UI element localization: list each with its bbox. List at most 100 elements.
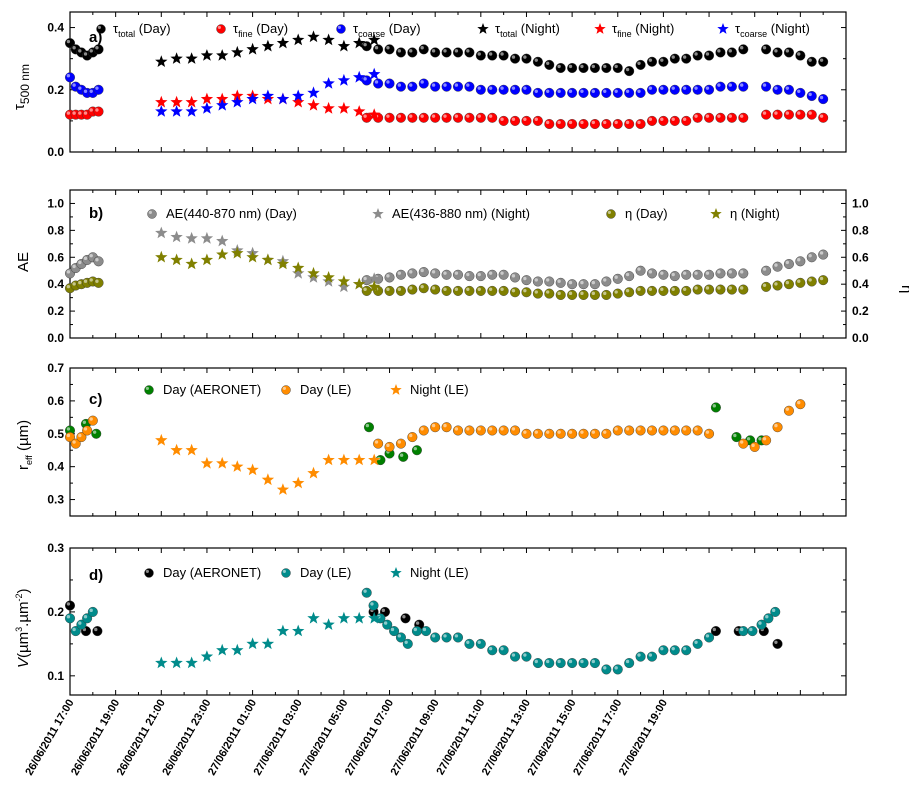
point-b-0 [555, 277, 566, 288]
point-a-1 [453, 112, 464, 123]
y-tick-label: 0.0 [47, 331, 64, 345]
point-c-0 [731, 432, 742, 443]
point-a-1 [761, 109, 772, 120]
point-a-4 [216, 92, 229, 105]
point-d-1 [411, 626, 422, 637]
point-b-0 [647, 268, 658, 279]
x-tick-label: 26/06/2011 17:00 [23, 698, 76, 778]
point-a-0 [407, 47, 418, 58]
point-b-3 [246, 250, 259, 263]
y-tick-label-right: 0.2 [852, 304, 869, 318]
point-c-1 [761, 435, 772, 446]
x-tick-label: 26/06/2011 21:00 [115, 698, 168, 778]
point-a-4 [307, 98, 320, 111]
point-a-2 [589, 87, 600, 98]
point-d-1 [770, 606, 781, 617]
point-c-1 [70, 438, 81, 449]
legend-label-a-2: τcoarse (Day) [353, 21, 421, 39]
point-a-1 [601, 118, 612, 129]
panel-d-ylabel: V(µm3.µm-2) [14, 589, 32, 669]
point-b-0 [510, 272, 521, 283]
point-b-2 [555, 289, 566, 300]
point-c-1 [464, 425, 475, 436]
point-c-1 [521, 428, 532, 439]
point-c-1 [418, 425, 429, 436]
point-a-1 [407, 112, 418, 123]
point-c-1 [532, 428, 543, 439]
point-d-2 [231, 643, 244, 656]
point-a-1 [93, 106, 104, 117]
legend-marker-b-2 [606, 209, 616, 219]
point-c-1 [544, 428, 555, 439]
legend-label-b-1: AE(436-880 nm) (Night) [392, 206, 530, 221]
point-a-1 [669, 115, 680, 126]
point-b-2 [783, 279, 794, 290]
y-tick-label: 0.8 [47, 223, 64, 237]
point-b-2 [624, 287, 635, 298]
point-a-0 [532, 56, 543, 67]
legends: τtotal (Day) τfine (Day) τcoarse (Day) τtot… [96, 21, 810, 580]
point-b-2 [578, 289, 589, 300]
point-b-2 [464, 285, 475, 296]
point-b-3 [276, 257, 290, 270]
point-a-0 [715, 47, 726, 58]
point-c-1 [681, 425, 692, 436]
point-a-4 [337, 101, 351, 114]
point-c-1 [82, 425, 93, 436]
point-a-0 [669, 53, 680, 64]
point-a-2 [475, 84, 486, 95]
point-a-0 [498, 50, 509, 61]
point-a-0 [738, 44, 749, 55]
point-b-0 [635, 265, 646, 276]
point-a-2 [738, 81, 749, 92]
point-a-0 [521, 53, 532, 64]
point-a-3 [170, 52, 183, 64]
point-d-2 [155, 656, 168, 669]
point-a-1 [430, 112, 441, 123]
point-b-2 [532, 288, 543, 299]
point-a-3 [368, 33, 381, 46]
point-b-1 [200, 231, 214, 244]
point-b-2 [510, 287, 521, 298]
point-b-2 [567, 289, 578, 300]
point-d-1 [498, 645, 509, 656]
point-d-1 [82, 613, 93, 624]
point-c-1 [692, 425, 703, 436]
point-a-2 [818, 94, 829, 105]
point-a-0 [635, 59, 646, 70]
y-tick-label-right: 0.8 [852, 223, 869, 237]
point-a-1 [589, 118, 600, 129]
point-b-1 [170, 230, 183, 243]
point-c-2 [353, 453, 366, 466]
point-c-2 [216, 456, 229, 469]
point-a-1 [692, 112, 703, 123]
point-a-4 [292, 95, 305, 108]
point-a-2 [521, 84, 532, 95]
point-b-2 [726, 284, 737, 295]
point-b-2 [544, 288, 555, 299]
point-d-2 [353, 611, 366, 624]
legend-marker-d-2 [390, 567, 402, 578]
point-a-4 [155, 95, 168, 108]
point-a-0 [475, 50, 486, 61]
point-b-2 [384, 285, 395, 296]
point-c-1 [498, 425, 509, 436]
point-a-1 [772, 109, 783, 120]
point-b-0 [818, 249, 829, 260]
point-a-1 [578, 118, 589, 129]
point-a-1 [361, 112, 372, 123]
point-b-3 [292, 261, 305, 274]
y-tick-label: 0.4 [47, 21, 64, 35]
point-c-1 [395, 438, 406, 449]
point-b-0 [430, 268, 441, 279]
point-b-2 [589, 289, 600, 300]
point-d-1 [521, 651, 532, 662]
x-tick-label: 26/06/2011 19:00 [69, 698, 122, 778]
point-c-1 [475, 425, 486, 436]
point-a-2 [601, 87, 612, 98]
point-a-3 [185, 52, 198, 64]
point-a-0 [395, 47, 406, 58]
point-c-2 [200, 456, 214, 469]
y-tick-label: 0.4 [47, 277, 64, 291]
point-b-1 [322, 275, 335, 287]
